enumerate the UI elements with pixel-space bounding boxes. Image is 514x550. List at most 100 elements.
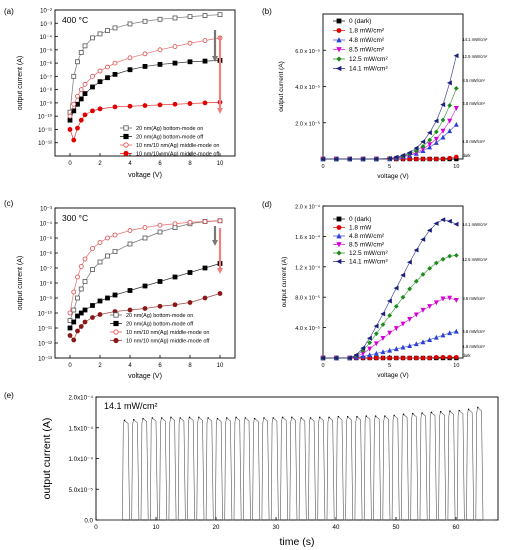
- y-tick-label: 4.0 x 10⁻⁵: [295, 325, 320, 332]
- data-point: [217, 12, 223, 18]
- legend-label: 14.1 mW/cm²: [349, 259, 388, 266]
- data-point: [112, 60, 118, 66]
- legend-marker: [123, 133, 129, 140]
- pulse-peak: [235, 416, 237, 418]
- chart-panel-b: (b) 0 5 10 2.0 x 10⁻⁵ 4.0 x 10⁻⁵ 6.0 x 10⁻⁵ vol…: [262, 7, 488, 180]
- series-3: 8.5 mW/cm²: [320, 295, 486, 361]
- series-end-label: 4.8 mW/cm²: [462, 101, 485, 106]
- data-point: [420, 156, 426, 162]
- data-point: [373, 156, 379, 162]
- y-tick-label: 10⁻¹⁰: [38, 311, 53, 318]
- ratio-arrow-bottom-mode-head: [212, 240, 218, 246]
- data-point: [105, 253, 110, 259]
- series-end-label: 14.1 mW/cm²: [462, 222, 487, 227]
- y-tick-label: 1.6 x 10⁻⁴: [295, 234, 320, 241]
- data-point: [97, 298, 103, 304]
- data-point: [67, 127, 73, 132]
- legend-marker: [336, 18, 342, 24]
- data-point: [447, 103, 453, 108]
- data-point: [71, 101, 77, 107]
- data-point: [393, 154, 399, 160]
- series-end-label: 1.8 mW/cm²: [462, 139, 485, 144]
- x-tick-label: 0: [321, 363, 324, 369]
- legend-marker: [336, 258, 342, 265]
- data-point: [172, 302, 178, 308]
- data-point: [97, 68, 103, 74]
- data-point: [157, 229, 163, 235]
- data-point: [78, 310, 84, 316]
- data-point: [320, 355, 326, 361]
- data-point: [400, 272, 406, 278]
- data-point: [157, 62, 163, 67]
- legend: 20 nm(Ag) bottom-mode on 20 nm(Ag) bottom…: [120, 125, 220, 158]
- x-tick-label: 40: [333, 524, 340, 531]
- data-point: [426, 130, 432, 136]
- data-point: [67, 325, 73, 331]
- data-point: [97, 31, 103, 37]
- y-tick-label: 10⁻⁵: [40, 47, 53, 54]
- data-point: [172, 274, 178, 280]
- data-point: [82, 256, 88, 262]
- pulse-peak: [374, 415, 377, 417]
- data-point: [420, 139, 426, 145]
- data-point: [360, 156, 366, 162]
- x-tick-label: 10: [453, 164, 459, 170]
- data-point: [90, 73, 95, 79]
- legend-label: 10 nm/10 nm(Ag) middle-mode on: [126, 330, 209, 336]
- data-point: [387, 330, 393, 336]
- pulse-peak: [347, 415, 349, 418]
- series-end-label: dark: [462, 153, 471, 158]
- pulse-peak: [393, 414, 395, 417]
- data-point: [373, 341, 379, 347]
- data-point: [366, 335, 372, 341]
- data-point: [112, 104, 118, 110]
- data-point: [90, 303, 95, 308]
- data-point: [78, 117, 84, 123]
- legend-marker: [336, 56, 342, 62]
- panel-label: (c): [4, 199, 14, 208]
- y-tick-label: 0.0: [84, 518, 93, 525]
- data-point: [333, 355, 339, 361]
- y-tick-label: 10⁻¹¹: [38, 327, 52, 333]
- data-point: [427, 144, 433, 150]
- data-point: [380, 336, 386, 341]
- y-tick-label: 10⁻¹⁰: [38, 114, 53, 121]
- data-point: [353, 352, 359, 358]
- legend-marker: [336, 37, 342, 43]
- data-point: [373, 331, 379, 337]
- legend-label: 1.8 mW: [349, 225, 372, 232]
- series-2: 4.8 mW/cm²: [320, 328, 486, 361]
- pulse-peak: [384, 415, 386, 417]
- data-point: [420, 236, 426, 242]
- series-5: 14.1 mW/cm²: [320, 37, 488, 162]
- y-tick-label: 6.0 x 10⁻⁵: [295, 48, 320, 55]
- data-point: [82, 279, 88, 284]
- data-point: [433, 260, 439, 266]
- data-point: [407, 286, 413, 292]
- series-end-label: 12.5 mW/cm²: [462, 54, 487, 59]
- data-point: [413, 278, 419, 284]
- y-tick-label: 5.0x10⁻⁵: [69, 487, 94, 494]
- pulse-peak: [328, 416, 330, 418]
- data-point: [413, 341, 419, 347]
- data-point: [187, 219, 193, 225]
- data-point: [90, 108, 95, 114]
- ratio-arrow-bottom-mode-head: [212, 56, 218, 62]
- data-point: [112, 232, 118, 238]
- legend-label: 8.5 mW/cm²: [349, 47, 385, 54]
- data-point: [97, 312, 103, 317]
- data-point: [142, 306, 148, 311]
- data-point: [75, 274, 80, 280]
- legend-label: 20 nm(Ag) bottom-mode off: [126, 322, 194, 328]
- series-end-label: 14.1 mW/cm²: [462, 37, 487, 42]
- data-point: [97, 259, 103, 265]
- data-point: [434, 355, 439, 360]
- data-point: [202, 219, 208, 224]
- data-point: [127, 67, 133, 73]
- data-point: [400, 152, 406, 158]
- data-point: [346, 156, 352, 162]
- panel-label: (a): [4, 7, 14, 16]
- legend-marker: [336, 225, 342, 230]
- data-point: [393, 285, 399, 291]
- data-point: [453, 85, 459, 91]
